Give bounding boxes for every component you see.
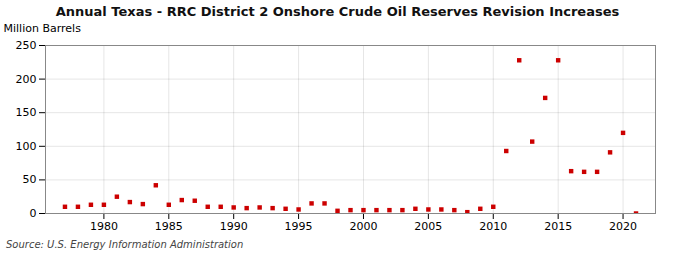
html-text:Source: U.S. Energy Informatio: Source: U.S. Energy Information Administ… [6,239,244,250]
svg-text:2005: 2005 [414,220,442,233]
svg-text:2010: 2010 [479,220,507,233]
svg-text:0: 0 [30,207,37,220]
svg-text:2015: 2015 [544,220,572,233]
svg-text:50: 50 [23,173,37,186]
svg-text:1985: 1985 [155,220,183,233]
svg-text:1995: 1995 [285,220,313,233]
svg-text:150: 150 [16,106,37,119]
svg-text:Million Barrels: Million Barrels [4,22,82,35]
html-text:Annual Texas - RRC District 2: Annual Texas - RRC District 2 Onshore Cr… [55,4,620,19]
svg-text:250: 250 [16,39,37,52]
svg-text:2020: 2020 [609,220,637,233]
svg-text:100: 100 [16,140,37,153]
svg-text:1990: 1990 [220,220,248,233]
svg-text:1980: 1980 [90,220,118,233]
svg-text:2000: 2000 [349,220,377,233]
svg-text:200: 200 [16,73,37,86]
